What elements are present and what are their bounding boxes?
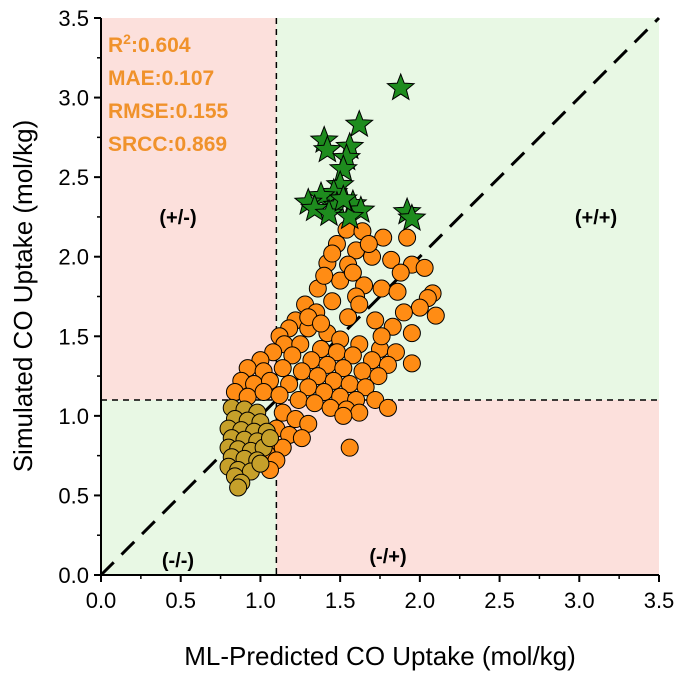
y-tick-label-6: 3.0 <box>58 86 89 111</box>
y-tick-label-5: 2.5 <box>58 165 89 190</box>
point-orange-83 <box>334 406 353 425</box>
point-orange-84 <box>340 438 359 457</box>
quadrant-label-top-left: (+/-) <box>159 207 196 229</box>
point-orange-63 <box>356 378 375 397</box>
point-orange-50 <box>283 346 302 365</box>
point-orange-3 <box>398 228 417 247</box>
x-tick-label-5: 2.5 <box>484 588 515 613</box>
point-olive-25 <box>229 478 248 497</box>
y-tick-label-4: 2.0 <box>58 245 89 270</box>
metric-r2: R2:0.604 <box>108 31 191 57</box>
point-orange-24 <box>323 292 342 311</box>
point-orange-16 <box>388 282 407 301</box>
point-orange-30 <box>402 324 421 343</box>
point-olive-27 <box>251 454 270 473</box>
y-tick-label-7: 3.5 <box>58 6 89 31</box>
point-orange-77 <box>289 390 308 409</box>
y-tick-label-0: 0.0 <box>58 563 89 588</box>
point-orange-19 <box>410 298 429 317</box>
point-star-13 <box>299 193 330 222</box>
data-points <box>219 72 445 497</box>
point-orange-103 <box>312 314 331 333</box>
point-orange-39 <box>402 354 421 373</box>
point-orange-55 <box>369 367 388 386</box>
point-orange-53 <box>334 359 353 378</box>
metric-r2-value: :0.604 <box>131 34 191 57</box>
region-bottom-right <box>276 399 659 575</box>
x-tick-label-7: 3.5 <box>644 588 675 613</box>
point-orange-98 <box>315 266 334 285</box>
point-orange-7 <box>382 250 401 269</box>
x-tick-label-2: 1.0 <box>245 588 276 613</box>
quadrant-label-bottom-right: (-/+) <box>369 546 406 568</box>
y-axis-label: Simulated CO Uptake (mol/kg) <box>8 120 38 473</box>
metric-r2-label: R <box>108 34 123 57</box>
x-tick-label-0: 0.0 <box>86 588 117 613</box>
point-orange-20 <box>394 303 413 322</box>
x-tick-label-6: 3.0 <box>564 588 595 613</box>
point-orange-27 <box>339 308 358 327</box>
x-tick-label-3: 1.5 <box>325 588 356 613</box>
point-orange-101 <box>323 244 342 263</box>
point-star-9 <box>306 180 336 209</box>
point-orange-78 <box>305 394 324 413</box>
point-orange-48 <box>264 343 283 362</box>
y-tick-label-1: 0.5 <box>58 483 89 508</box>
y-tick-label-2: 1.0 <box>58 404 89 429</box>
point-orange-104 <box>372 327 391 346</box>
point-orange-9 <box>415 258 434 277</box>
region-top-left <box>101 18 277 400</box>
metrics-box: R2:0.604 MAE:0.107 RMSE:0.155 SRCC:0.869 <box>108 31 229 156</box>
point-orange-100 <box>359 234 378 253</box>
point-star-19 <box>328 184 358 212</box>
metric-srcc: SRCC:0.869 <box>108 133 227 156</box>
point-star-6 <box>328 153 358 182</box>
quadrant-label-bottom-left: (-/-) <box>162 550 194 572</box>
point-orange-10 <box>391 263 410 282</box>
point-star-2 <box>344 109 374 138</box>
point-orange-75 <box>254 382 273 401</box>
x-axis-label: ML-Predicted CO Uptake (mol/kg) <box>184 641 576 671</box>
point-star-0 <box>386 72 416 101</box>
x-tick-label-1: 0.5 <box>165 588 196 613</box>
axes: 0.0 0.5 1.0 1.5 2.0 2.5 3.0 3.5 0.0 0.5 1.0 1.5 2.0 2… <box>58 6 674 613</box>
point-orange-21 <box>426 306 445 325</box>
point-star-15 <box>314 198 344 227</box>
point-orange-90 <box>292 429 311 448</box>
quadrant-label-top-right: (+/+) <box>575 207 617 229</box>
point-orange-15 <box>372 279 391 298</box>
point-orange-82 <box>378 398 397 417</box>
point-orange-38 <box>386 343 405 362</box>
point-orange-58 <box>273 359 292 378</box>
x-tick-label-4: 2.0 <box>405 588 436 613</box>
point-orange-54 <box>353 362 372 381</box>
point-orange-102 <box>350 295 369 314</box>
point-olive-26 <box>260 429 279 448</box>
metric-r2-sup: 2 <box>123 31 131 47</box>
point-star-18 <box>397 203 427 231</box>
point-orange-99 <box>343 263 362 282</box>
point-orange-81 <box>350 403 369 422</box>
point-star-3 <box>312 134 343 163</box>
y-tick-label-3: 1.5 <box>58 324 89 349</box>
point-orange-45 <box>343 346 362 365</box>
point-star-16 <box>335 201 365 230</box>
metric-rmse: RMSE:0.155 <box>108 100 229 123</box>
point-orange-76 <box>270 386 289 405</box>
point-orange-28 <box>366 311 385 330</box>
point-orange-59 <box>292 362 311 381</box>
metric-mae: MAE:0.107 <box>108 67 214 90</box>
point-orange-72 <box>366 390 385 409</box>
